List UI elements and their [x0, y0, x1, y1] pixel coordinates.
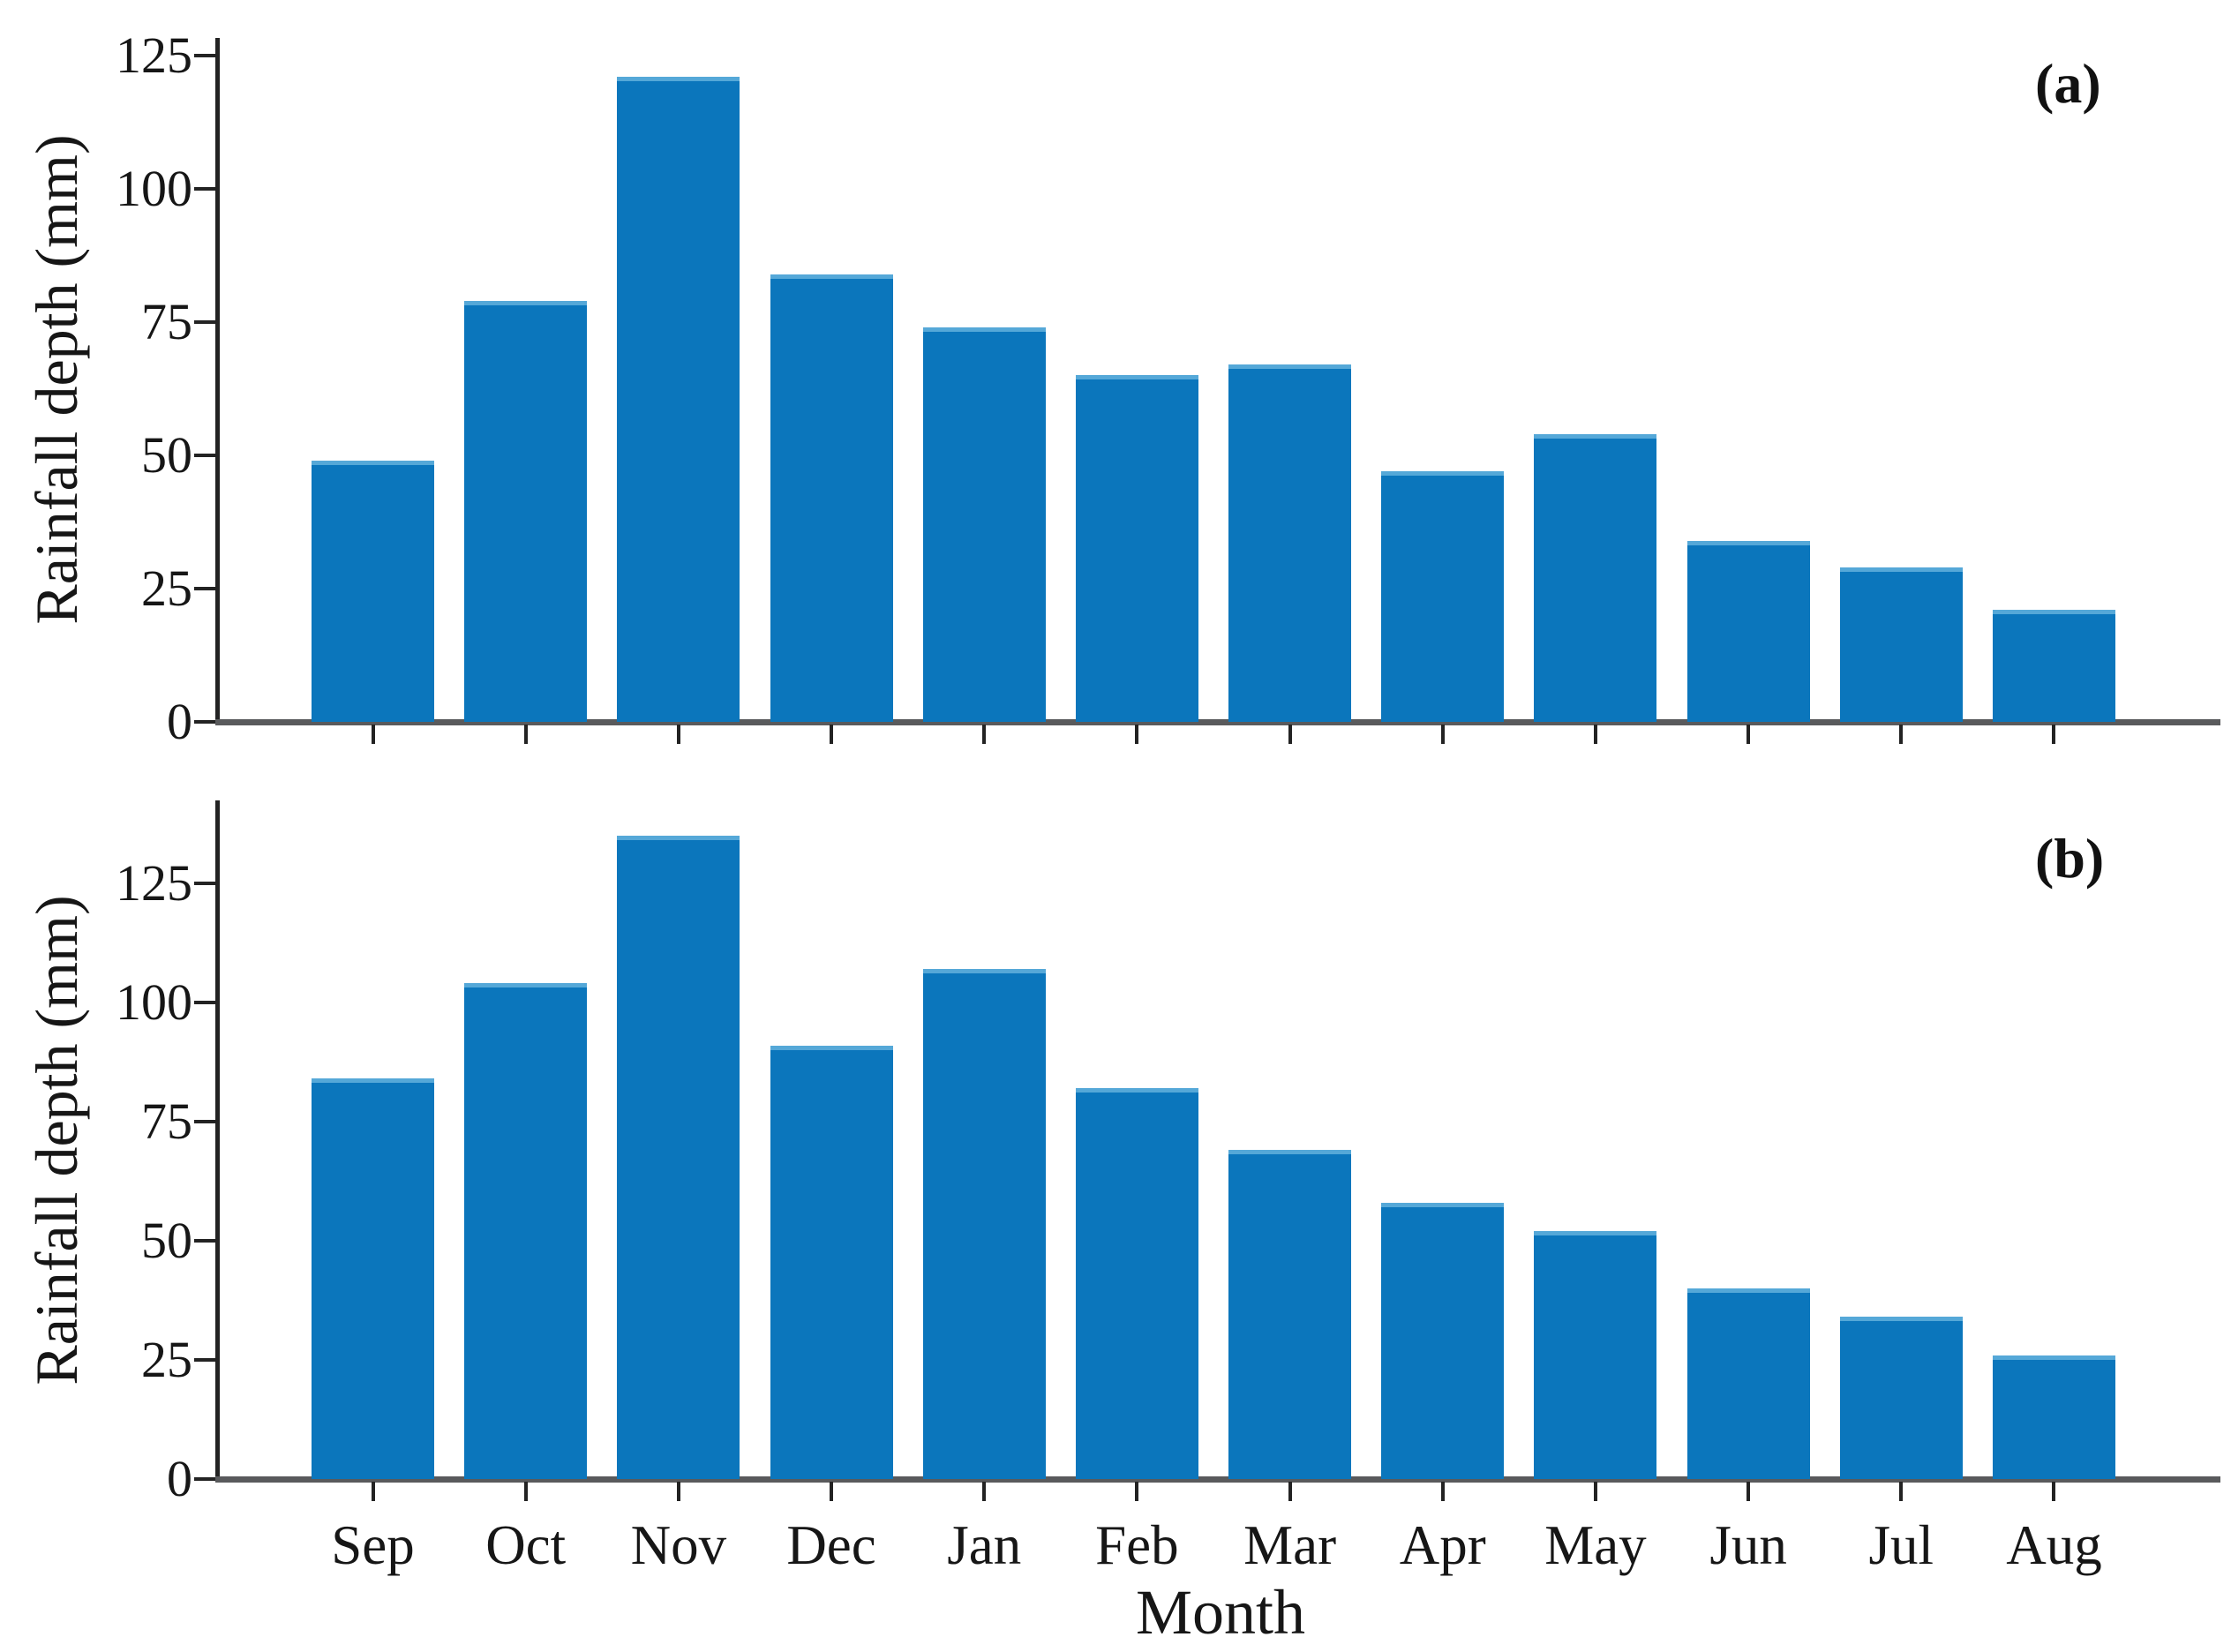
x-tick-mark: [1440, 725, 1445, 744]
bar-sep: [312, 1078, 434, 1479]
y-tick-mark: [194, 186, 215, 191]
bar-aug: [1992, 1355, 2115, 1479]
x-tick-mark: [676, 1482, 680, 1501]
y-axis-title-a: Rainfall depth (mm): [23, 134, 90, 625]
panel-label-b: (b): [2035, 827, 2105, 890]
panel-label-a: (a): [2035, 52, 2101, 115]
bar-feb: [1075, 375, 1198, 722]
x-tick-label-dec: Dec: [786, 1514, 876, 1576]
bar-oct: [464, 983, 588, 1479]
x-tick-mark: [523, 1482, 528, 1501]
x-tick-mark: [371, 1482, 375, 1501]
x-tick-mark: [830, 725, 834, 744]
x-tick-mark: [1899, 1482, 1904, 1501]
bar-may: [1534, 1231, 1657, 1479]
bar-apr: [1381, 471, 1505, 722]
x-tick-label-oct: Oct: [485, 1514, 567, 1576]
y-tick-label: 75: [141, 292, 192, 350]
x-tick-label-nov: Nov: [630, 1514, 727, 1576]
y-tick-label: 50: [141, 1211, 192, 1269]
bar-jun: [1686, 540, 1810, 722]
bar-feb: [1075, 1088, 1198, 1479]
y-tick-label: 0: [167, 1450, 192, 1507]
x-tick-label-may: May: [1544, 1514, 1647, 1576]
y-tick-mark: [194, 586, 215, 590]
x-tick-mark: [982, 725, 987, 744]
x-tick-mark: [1288, 1482, 1292, 1501]
y-tick-mark: [194, 1119, 215, 1123]
bar-jul: [1839, 567, 1963, 722]
y-tick-label: 125: [116, 853, 192, 912]
x-tick-label-aug: Aug: [2006, 1514, 2102, 1576]
y-axis-title-b: Rainfall depth (mm): [23, 895, 90, 1385]
bar-jan: [922, 969, 1046, 1479]
x-tick-label-jul: Jul: [1868, 1514, 1934, 1576]
y-tick-mark: [194, 720, 215, 724]
bar-jan: [922, 327, 1046, 722]
y-tick-label: 125: [116, 26, 192, 84]
bar-mar: [1228, 1150, 1352, 1479]
x-tick-mark: [1288, 725, 1292, 744]
y-axis-spine: [215, 800, 220, 1483]
bar-jun: [1686, 1288, 1810, 1479]
x-tick-label-apr: Apr: [1399, 1514, 1486, 1576]
bar-mar: [1228, 364, 1352, 722]
x-tick-label-mar: Mar: [1243, 1514, 1337, 1576]
y-tick-mark: [194, 1238, 215, 1243]
bar-sep: [312, 461, 434, 722]
x-tick-mark: [1746, 1482, 1751, 1501]
x-tick-mark: [982, 1482, 987, 1501]
bar-apr: [1381, 1202, 1505, 1479]
y-tick-mark: [194, 319, 215, 324]
x-tick-mark: [2052, 1482, 2056, 1501]
bar-dec: [770, 274, 893, 722]
y-tick-mark: [194, 1000, 215, 1004]
x-tick-mark: [1593, 725, 1597, 744]
y-tick-label: 100: [116, 972, 192, 1031]
bar-nov: [617, 77, 740, 722]
bar-oct: [464, 300, 588, 722]
bar-aug: [1992, 610, 2115, 722]
bar-dec: [770, 1045, 893, 1479]
x-tick-mark: [830, 1482, 834, 1501]
y-tick-label: 75: [141, 1092, 192, 1150]
bar-nov: [617, 835, 740, 1479]
y-tick-mark: [194, 453, 215, 457]
x-axis-line: [215, 719, 2220, 725]
y-tick-mark: [194, 1357, 215, 1362]
y-tick-label: 25: [141, 1330, 192, 1388]
y-tick-label: 50: [141, 425, 192, 484]
bar-jul: [1839, 1317, 1963, 1479]
x-tick-mark: [2052, 725, 2056, 744]
x-tick-label-jun: Jun: [1709, 1514, 1787, 1576]
y-tick-mark: [194, 881, 215, 885]
bar-may: [1534, 433, 1657, 722]
y-tick-label: 100: [116, 159, 192, 217]
y-tick-mark: [194, 53, 215, 57]
x-tick-mark: [1135, 1482, 1139, 1501]
x-tick-mark: [523, 725, 528, 744]
x-tick-mark: [676, 725, 680, 744]
x-tick-mark: [1899, 725, 1904, 744]
x-axis-line: [215, 1476, 2220, 1483]
x-tick-label-jan: Jan: [947, 1514, 1022, 1576]
x-tick-mark: [371, 725, 375, 744]
x-tick-mark: [1593, 1482, 1597, 1501]
x-tick-mark: [1440, 1482, 1445, 1501]
x-tick-label-sep: Sep: [331, 1514, 415, 1576]
y-tick-mark: [194, 1477, 215, 1481]
y-axis-spine: [215, 38, 220, 725]
x-axis-title: Month: [1135, 1577, 1306, 1648]
x-tick-mark: [1746, 725, 1751, 744]
y-tick-label: 0: [167, 693, 192, 750]
y-tick-label: 25: [141, 559, 192, 617]
x-tick-mark: [1135, 725, 1139, 744]
x-tick-label-feb: Feb: [1095, 1514, 1179, 1576]
